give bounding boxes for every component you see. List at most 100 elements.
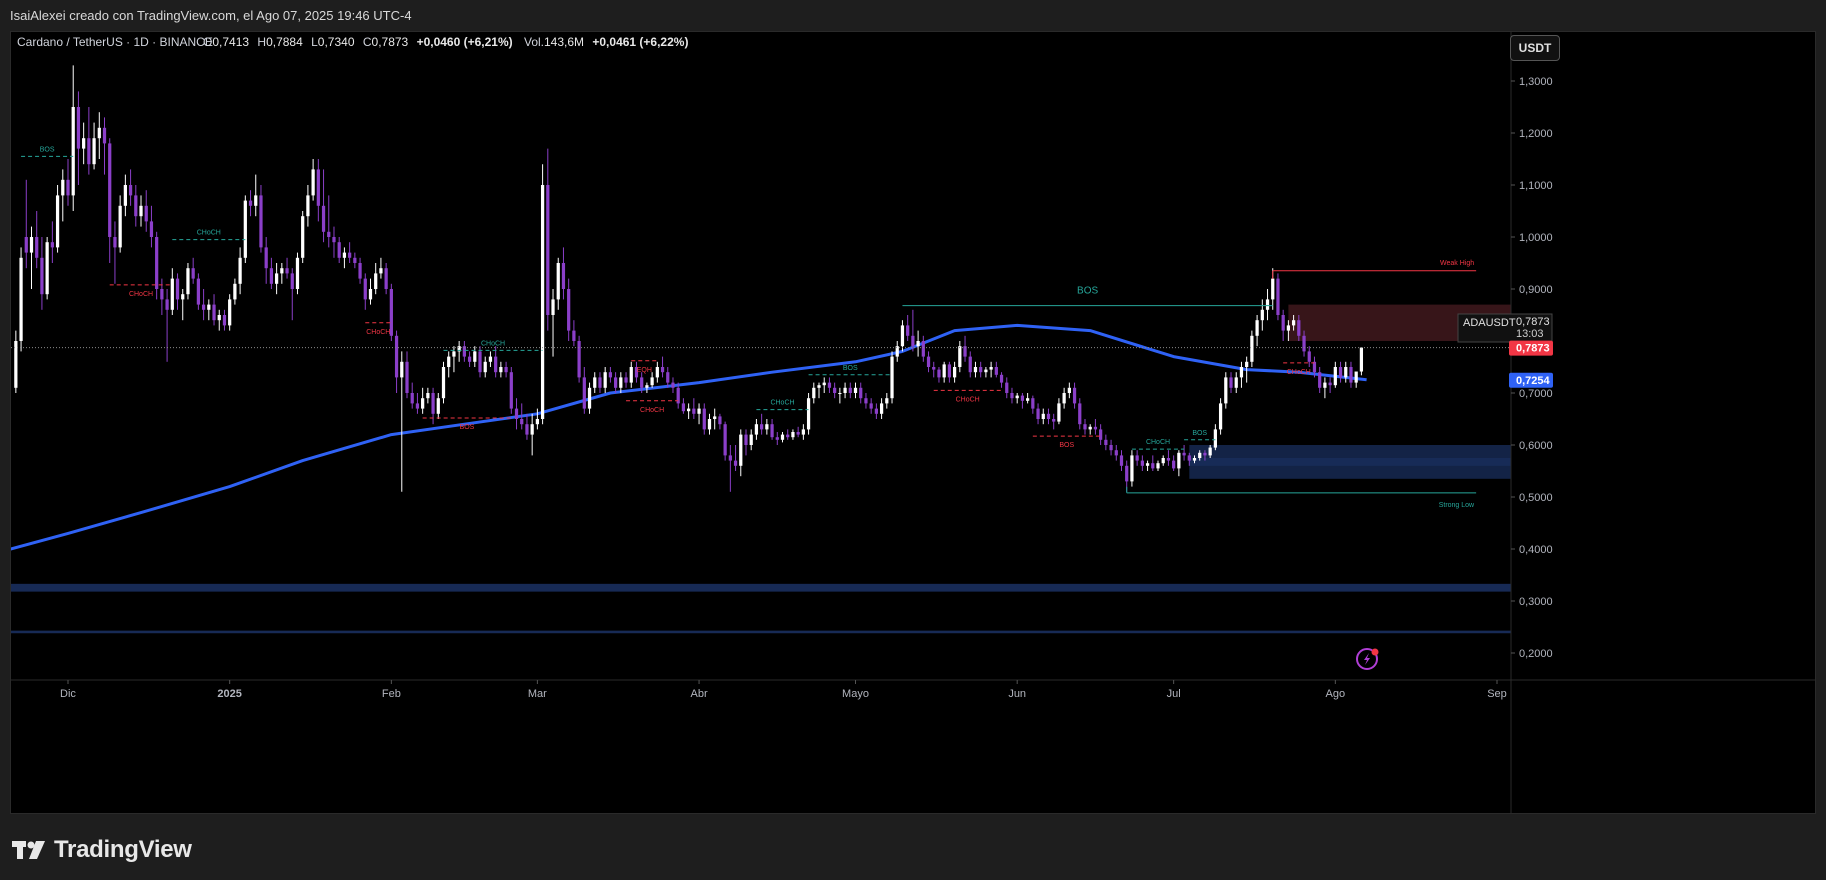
candle-body: [1020, 395, 1025, 401]
candle: [801, 424, 805, 440]
candle: [1114, 445, 1118, 461]
candle-body: [311, 169, 315, 196]
candle: [937, 367, 941, 383]
candle: [577, 335, 581, 383]
candle-body: [1276, 278, 1280, 315]
candle-body: [780, 434, 785, 440]
candle: [733, 445, 738, 471]
candle: [1161, 455, 1165, 466]
candle-body: [389, 289, 393, 336]
candle: [155, 231, 159, 300]
currency-button[interactable]: USDT: [1510, 35, 1560, 61]
candle-body: [1130, 455, 1134, 482]
x-tick-label: Jul: [1167, 688, 1181, 700]
candle-body: [452, 351, 456, 357]
candle: [35, 211, 39, 269]
candle-body: [640, 377, 644, 388]
candle: [102, 117, 107, 175]
tradingview-logo-text: TradingView: [54, 836, 192, 863]
candle: [400, 351, 404, 492]
candle-body: [19, 257, 23, 341]
candle-body: [285, 268, 289, 274]
candle: [1333, 361, 1337, 388]
structure-label: CHoCH: [481, 340, 505, 347]
candle-body: [353, 257, 357, 263]
candle-body: [645, 385, 649, 388]
lightning-icon[interactable]: [1356, 648, 1379, 670]
moving-average-layer: [11, 323, 1367, 551]
candle-body: [14, 341, 18, 388]
structure-label: CHoCH: [1146, 439, 1170, 446]
candle: [1213, 424, 1217, 451]
candle: [82, 122, 86, 165]
candle-body: [264, 247, 268, 269]
candle: [394, 330, 399, 393]
candle: [885, 393, 889, 409]
candle: [598, 372, 602, 393]
candle-body: [1005, 382, 1009, 393]
candle-body: [540, 185, 545, 419]
candle: [587, 382, 592, 414]
candle-body: [999, 374, 1004, 383]
candle-body: [848, 387, 852, 393]
candle: [1010, 387, 1014, 404]
candle-body: [379, 268, 383, 274]
candle-body: [165, 299, 169, 310]
x-tick-label: Abr: [690, 688, 707, 700]
candle: [1218, 398, 1223, 435]
candle: [457, 341, 461, 362]
candle-body: [989, 367, 993, 370]
candle-body: [113, 237, 117, 248]
candle-body: [1078, 403, 1082, 425]
candle-body: [676, 387, 680, 404]
candle: [29, 226, 34, 289]
x-tick-label: 2025: [217, 688, 241, 700]
candle-body: [556, 263, 560, 300]
candle-body: [613, 377, 618, 388]
candle: [1234, 372, 1238, 393]
tradingview-logo[interactable]: TradingView: [12, 836, 192, 864]
candle: [999, 372, 1004, 388]
structure-label: CHoCH: [129, 291, 153, 298]
moving-average-line: [11, 323, 1367, 551]
candle-body: [546, 185, 550, 315]
candle: [212, 294, 216, 326]
y-tick-label: 0,7000: [1519, 388, 1553, 400]
chart-frame[interactable]: Weak High Strong Low BOS CHoCH CHoCH CHoCH CHo…: [10, 31, 1816, 814]
candle: [1354, 371, 1358, 388]
price-chart[interactable]: Weak High Strong Low BOS CHoCH CHoCH CHoCH CHo…: [11, 32, 1815, 813]
candle: [462, 341, 466, 362]
candle: [879, 398, 884, 419]
candle-body: [973, 367, 978, 373]
candle: [874, 403, 878, 419]
candle-body: [728, 455, 732, 461]
candle: [853, 382, 858, 399]
y-tick-label: 1,1000: [1519, 180, 1553, 192]
candle: [108, 138, 112, 263]
candle: [786, 429, 790, 440]
candle-body: [128, 185, 133, 196]
candle-body: [608, 372, 613, 378]
candle-body: [952, 367, 957, 378]
candle: [447, 351, 451, 378]
candle-body: [1328, 382, 1332, 386]
candle-body: [155, 237, 159, 289]
candle: [1166, 450, 1171, 466]
candle-body: [551, 299, 555, 315]
candle-body: [520, 419, 524, 425]
candle: [243, 195, 247, 263]
candle: [1286, 320, 1291, 341]
candle: [1276, 273, 1280, 321]
candle-body: [577, 341, 581, 378]
candle: [906, 315, 910, 341]
candle: [770, 419, 774, 440]
ma-price-tag: 0,7254: [1509, 372, 1553, 388]
candle: [1323, 377, 1327, 399]
candle: [603, 367, 607, 393]
x-tick-label: Mayo: [842, 688, 869, 700]
candle-body: [1125, 465, 1129, 482]
structure-label: BOS: [843, 365, 858, 372]
candle: [467, 351, 472, 367]
candle: [989, 361, 993, 378]
candle: [384, 263, 388, 295]
